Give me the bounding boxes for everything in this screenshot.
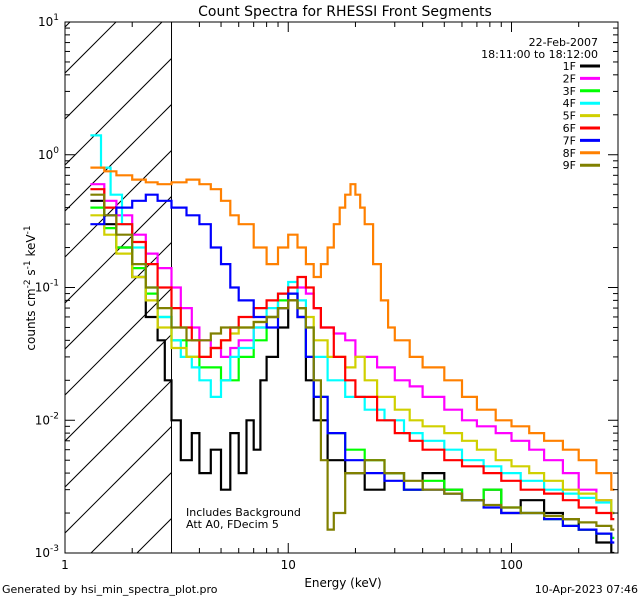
series-layer (90, 134, 615, 553)
hatch-line (65, 425, 172, 534)
series-line-8F (90, 166, 615, 491)
hatch-line (65, 22, 163, 120)
x-tick-label: 10 (281, 558, 296, 572)
hatch-lines (0, 22, 640, 553)
y-axis-label: counts cm-2 s-1 keV-1 (23, 225, 38, 350)
legend-label: 6F (563, 122, 576, 135)
axis-ticks: 1 10 100 10-3 10-2 10-1 100 101 (35, 13, 619, 572)
generator-credit: Generated by hsi_min_spectra_plot.pro (2, 583, 218, 596)
series-line-2F (90, 183, 615, 515)
hatched-low-energy-region (0, 22, 640, 553)
generated-date: 10-Apr-2023 07:46 (534, 583, 638, 596)
hatch-line (65, 103, 172, 212)
legend-label: 2F (563, 72, 576, 85)
annotation-attenuator: Att A0, FDecim 5 (186, 518, 279, 531)
legend-date: 22-Feb-2007 (529, 36, 598, 49)
hatch-line (0, 22, 24, 553)
hatch-line (65, 379, 172, 488)
series-line-7F (90, 193, 615, 544)
hatch-line (65, 57, 172, 166)
y-tick-label: 10-1 (35, 279, 59, 295)
hatch-line (275, 22, 640, 553)
hatch-line (65, 195, 172, 304)
y-tick-label: 101 (38, 13, 59, 29)
legend-label: 1F (563, 60, 576, 73)
x-tick-label: 1 (61, 558, 69, 572)
series-line-1F (90, 199, 615, 553)
x-axis-label: Energy (keV) (304, 576, 381, 590)
y-tick-label: 10-3 (35, 544, 59, 560)
chart-title: Count Spectra for RHESSI Front Segments (198, 4, 492, 20)
series-line-9F (90, 193, 615, 531)
y-tick-label: 100 (38, 146, 59, 162)
annotation-background: Includes Background (186, 506, 301, 519)
series-line-6F (90, 188, 615, 521)
legend-label: 5F (563, 110, 576, 123)
series-line-4F (90, 134, 615, 515)
legend-time-range: 18:11:00 to 18:12:00 (481, 48, 598, 61)
series-line-5F (90, 214, 615, 515)
hatch-line (65, 241, 172, 350)
x-tick-label: 100 (500, 558, 523, 572)
legend-label: 7F (563, 134, 576, 147)
y-tick-label: 10-2 (35, 411, 59, 427)
legend-label: 3F (563, 85, 576, 98)
legend-label: 8F (563, 147, 576, 160)
legend-label: 4F (563, 97, 576, 110)
legend-label: 9F (563, 159, 576, 172)
series-line-3F (90, 206, 615, 539)
